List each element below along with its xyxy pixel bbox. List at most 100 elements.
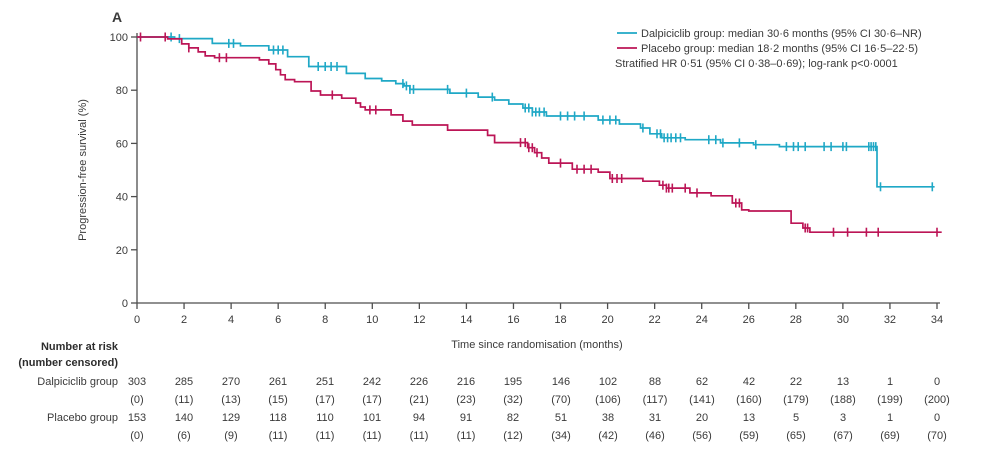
censored-value: (12): [503, 430, 523, 442]
censored-value: (0): [130, 394, 144, 406]
at-risk-value: 251: [315, 376, 335, 388]
censored-value: (106): [595, 394, 621, 406]
x-tick-label: 26: [743, 314, 755, 326]
censored-value: (11): [174, 394, 194, 406]
censored-value: (11): [409, 430, 429, 442]
y-tick-label: 20: [116, 245, 128, 257]
censored-value: (17): [362, 394, 382, 406]
x-tick-label: 24: [696, 314, 708, 326]
x-tick-label: 34: [931, 314, 943, 326]
censored-value: (0): [130, 430, 144, 442]
y-tick-label: 40: [116, 192, 128, 204]
censored-value: (34): [551, 430, 571, 442]
axes: [131, 33, 940, 309]
x-tick-label: 22: [649, 314, 661, 326]
at-risk-value: 110: [316, 412, 334, 424]
censored-value: (42): [598, 430, 618, 442]
at-risk-value: 51: [554, 412, 568, 424]
censored-value: (9): [224, 430, 238, 442]
at-risk-value: 216: [456, 376, 476, 388]
km-chart-canvas: A Dalpiciclib group: median 30·6 months …: [77, 9, 943, 351]
censored-value: (70): [551, 394, 571, 406]
censored-value: (15): [268, 394, 288, 406]
censored-value: (179): [783, 394, 809, 406]
censored-value: (117): [642, 394, 668, 406]
at-risk-value: 226: [409, 376, 429, 388]
at-risk-value: 118: [269, 412, 287, 424]
x-tick-label: 8: [322, 314, 328, 326]
censored-value: (21): [409, 394, 429, 406]
at-risk-value: 101: [362, 412, 382, 424]
censored-value: (11): [315, 430, 335, 442]
at-risk-value: 13: [836, 376, 850, 388]
legend-note-stratified-hr: Stratified HR 0·51 (95% CI 0·38–0·69); l…: [615, 58, 898, 70]
censored-value: (141): [689, 394, 715, 406]
legend-label-dalpiciclib: Dalpiciclib group: median 30·6 months (9…: [641, 28, 922, 40]
at-risk-value: 0: [933, 412, 941, 424]
risk-row-label: Placebo group: [47, 412, 118, 424]
legend-label-placebo: Placebo group: median 18·2 months (95% C…: [641, 43, 918, 55]
at-risk-value: 242: [362, 376, 382, 388]
risk-table-subtitle: (number censored): [18, 357, 118, 369]
at-risk-value: 22: [789, 376, 803, 388]
x-tick-label: 6: [275, 314, 281, 326]
at-risk-value: 270: [221, 376, 241, 388]
censored-value: (160): [736, 394, 762, 406]
y-tick-label: 80: [116, 85, 128, 97]
at-risk-value: 31: [648, 412, 662, 424]
censored-value: (23): [456, 394, 476, 406]
censored-value: (65): [786, 430, 806, 442]
x-tick-label: 16: [507, 314, 519, 326]
censored-value: (56): [692, 430, 712, 442]
at-risk-value: 102: [598, 376, 618, 388]
at-risk-value: 1: [886, 412, 894, 424]
at-risk-value: 13: [742, 412, 756, 424]
risk-table-title: Number at risk: [40, 341, 118, 353]
placebo-curve: [137, 36, 942, 234]
at-risk-value: 62: [695, 376, 709, 388]
x-tick-label: 32: [884, 314, 896, 326]
censored-value: (70): [927, 430, 947, 442]
x-tick-label: 18: [554, 314, 566, 326]
placebo-series: [137, 32, 942, 237]
censored-value: (11): [268, 430, 288, 442]
at-risk-value: 303: [127, 376, 147, 388]
censored-value: (13): [221, 394, 241, 406]
at-risk-value: 5: [792, 412, 800, 424]
at-risk-value: 1: [886, 376, 894, 388]
at-risk-value: 91: [459, 412, 473, 424]
legend: Dalpiciclib group: median 30·6 months (9…: [615, 28, 922, 70]
censored-value: (46): [645, 430, 665, 442]
censored-value: (32): [503, 394, 523, 406]
at-risk-value: 261: [268, 376, 288, 388]
y-tick-label: 100: [110, 32, 128, 44]
at-risk-value: 146: [551, 376, 571, 388]
x-tick-label: 28: [790, 314, 802, 326]
at-risk-value: 38: [601, 412, 615, 424]
censored-value: (199): [877, 394, 903, 406]
at-risk-value: 20: [695, 412, 709, 424]
at-risk-value: 285: [174, 376, 194, 388]
at-risk-value: 94: [412, 412, 426, 424]
dalpiciclib-series: [137, 32, 935, 192]
y-tick-label: 0: [122, 298, 128, 310]
x-axis-title: Time since randomisation (months): [451, 339, 622, 351]
censored-value: (200): [924, 394, 950, 406]
x-tick-label: 12: [413, 314, 425, 326]
panel-label: A: [112, 9, 122, 25]
dalpiciclib-curve: [137, 36, 935, 188]
censored-value: (69): [880, 430, 900, 442]
censored-value: (59): [739, 430, 759, 442]
censored-value: (11): [362, 430, 382, 442]
at-risk-value: 0: [933, 376, 941, 388]
censored-value: (11): [456, 430, 476, 442]
x-tick-label: 14: [460, 314, 472, 326]
at-risk-value: 140: [174, 412, 194, 424]
at-risk-value: 195: [503, 376, 523, 388]
at-risk-value: 82: [506, 412, 520, 424]
at-risk-value: 153: [127, 412, 147, 424]
x-tick-label: 2: [181, 314, 187, 326]
risk-row-label: Dalpiciclib group: [37, 376, 118, 388]
y-tick-label: 60: [116, 138, 128, 150]
